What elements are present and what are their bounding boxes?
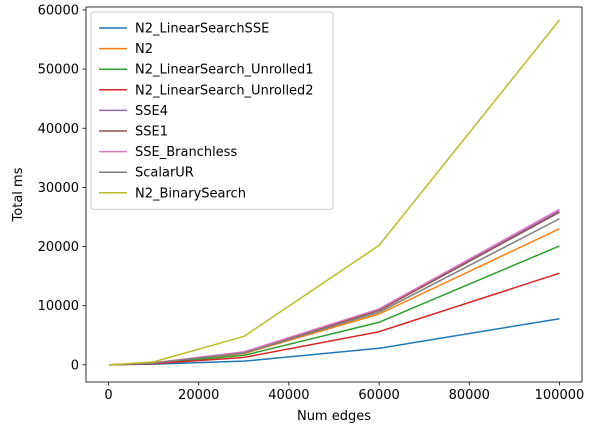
y-axis-label: Total ms [11, 167, 26, 222]
y-tick-label: 50000 [38, 63, 79, 78]
y-tick-label: 30000 [38, 181, 79, 196]
legend: N2_LinearSearchSSE N2 N2_LinearSearch_Unro… [90, 11, 334, 210]
x-tick-label: 100000 [535, 388, 585, 403]
y-tick-label: 20000 [38, 240, 79, 255]
legend-label: N2_LinearSearch_Unrolled1 [135, 63, 314, 78]
y-tick-label: 10000 [38, 299, 79, 314]
x-tick-label: 20000 [178, 388, 219, 403]
legend-label: N2_LinearSearch_Unrolled2 [135, 83, 314, 98]
legend-label: SSE1 [135, 125, 168, 140]
series-line-8 [108, 218, 560, 366]
y-axis-ticks: 0 10000 20000 30000 40000 50000 60000 [38, 3, 86, 373]
x-axis-label: Num edges [297, 409, 371, 424]
legend-label: SSE4 [135, 104, 168, 119]
series-line-7 [108, 208, 560, 366]
legend-label: N2_LinearSearchSSE [135, 22, 269, 37]
x-tick-label: 80000 [449, 388, 490, 403]
legend-label: ScalarUR [135, 166, 194, 181]
y-tick-label: 40000 [38, 122, 79, 137]
plot-lines [108, 19, 561, 366]
legend-label: N2_BinarySearch [135, 186, 246, 201]
series-line-5 [108, 210, 560, 366]
x-tick-label: 40000 [268, 388, 309, 403]
y-tick-label: 60000 [38, 3, 79, 18]
y-tick-label: 0 [71, 358, 79, 373]
legend-box [90, 11, 334, 210]
series-line-9 [108, 19, 561, 366]
x-axis-ticks: 0 20000 40000 60000 80000 100000 [104, 382, 584, 403]
x-tick-label: 60000 [358, 388, 399, 403]
x-tick-label: 0 [104, 388, 112, 403]
plot-frame [85, 6, 583, 383]
series-line-4 [108, 272, 560, 366]
legend-label: N2 [135, 42, 153, 57]
series-line-3 [108, 245, 560, 366]
legend-label: SSE_Branchless [135, 145, 237, 160]
series-line-6 [108, 211, 560, 366]
